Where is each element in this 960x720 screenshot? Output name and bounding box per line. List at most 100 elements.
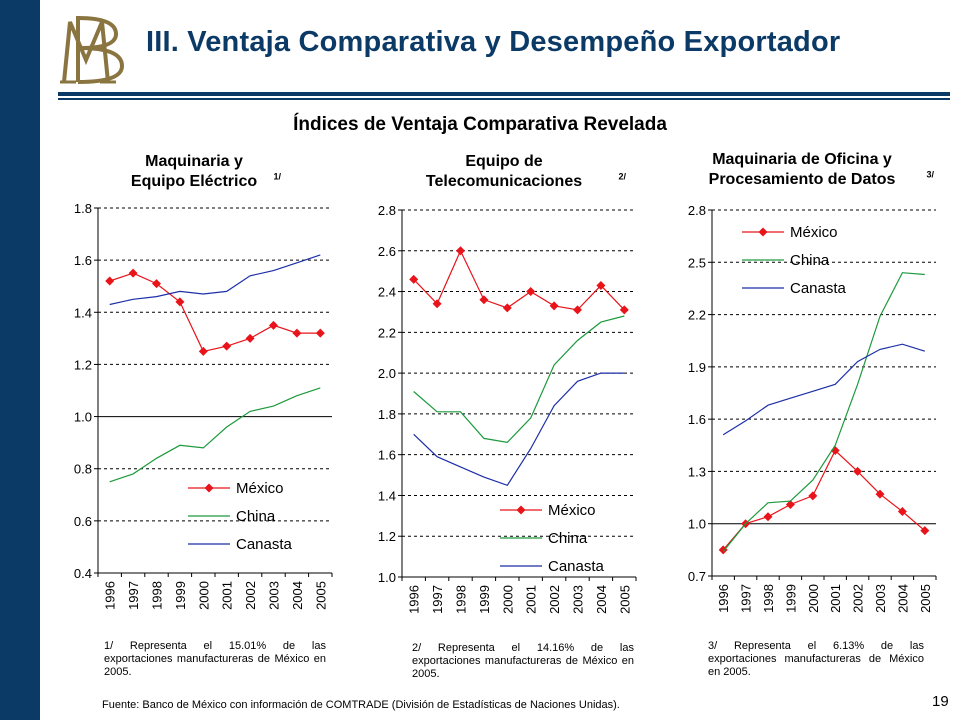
data-point-mexico	[432, 299, 442, 309]
data-point-mexico	[619, 305, 629, 315]
page-number: 19	[932, 693, 949, 710]
x-tick-label: 2002	[243, 581, 258, 610]
x-tick-label: 2005	[617, 585, 632, 614]
legend-label: México	[548, 502, 596, 519]
chart-3-footnote: 3/ Representa el 6.13% de las exportacio…	[708, 640, 924, 678]
x-tick-label: 2001	[220, 581, 235, 610]
x-tick-label: 2004	[290, 581, 305, 610]
data-point-mexico	[763, 512, 773, 522]
data-point-mexico	[573, 305, 582, 315]
legend-marker	[204, 483, 214, 493]
y-tick-label: 0.6	[74, 514, 92, 529]
y-tick-label: 2.6	[378, 244, 396, 259]
data-point-mexico	[875, 489, 885, 499]
series-line-china	[413, 315, 625, 444]
y-tick-label: 2.0	[378, 366, 396, 381]
x-tick-label: 2000	[500, 585, 515, 614]
x-tick-label: 2000	[806, 584, 821, 613]
y-tick-label: 1.0	[688, 517, 706, 532]
y-tick-label: 2.5	[688, 255, 706, 270]
legend-marker	[758, 227, 768, 237]
data-point-mexico	[315, 328, 325, 338]
chart-1-title-note: 1/	[273, 171, 281, 182]
banxico-logo	[60, 16, 125, 84]
x-tick-label: 2000	[196, 581, 211, 610]
y-tick-label: 1.0	[378, 570, 396, 585]
data-point-mexico	[409, 274, 419, 284]
data-point-mexico	[596, 280, 606, 290]
y-tick-label: 1.8	[74, 201, 92, 216]
series-line-mexico	[413, 249, 625, 311]
chart-1: 1.8 1.6 1.4 1.2 1.0 0.8 0.6 0.4 1996 1997 1998 1999…	[74, 201, 333, 610]
x-tick-label: 2003	[267, 581, 282, 610]
y-tick-label: 1.3	[688, 464, 706, 479]
x-tick-label: 2004	[895, 584, 910, 613]
x-tick-label: 1997	[739, 584, 754, 613]
series-line-china	[722, 272, 925, 552]
x-tick-label: 2001	[828, 584, 843, 613]
y-tick-label: 0.7	[688, 569, 706, 584]
series-line-canasta	[109, 254, 321, 306]
data-point-mexico	[175, 297, 185, 307]
chart-3-title-note: 3/	[926, 169, 934, 180]
series-line-china	[109, 387, 321, 483]
x-tick-label: 2002	[851, 584, 866, 613]
legend-marker	[516, 505, 526, 515]
chart-2-title-text: Equipo de Telecomunicaciones	[425, 153, 583, 190]
legend-label: China	[548, 530, 588, 547]
x-tick-label: 1997	[126, 581, 141, 610]
page-title: III. Ventaja Comparativa y Desempeño Exp…	[146, 26, 841, 58]
y-tick-label: 1.6	[688, 412, 706, 427]
y-tick-label: 2.8	[378, 203, 396, 218]
source-note: Fuente: Banco de México con información …	[102, 699, 620, 711]
data-point-mexico	[526, 287, 536, 297]
y-tick-label: 0.8	[74, 462, 92, 477]
y-tick-label: 1.6	[74, 253, 92, 268]
legend-label: Canasta	[790, 280, 847, 297]
y-tick-label: 1.2	[378, 529, 396, 544]
x-tick-label: 1999	[173, 581, 188, 610]
data-point-mexico	[128, 268, 138, 278]
data-point-mexico	[198, 346, 208, 356]
data-point-mexico	[897, 507, 907, 517]
x-tick-label: 2005	[918, 584, 933, 613]
x-tick-label: 2001	[524, 585, 539, 614]
data-point-mexico	[222, 341, 232, 351]
chart-3: 2.8 2.5 2.2 1.9 1.6 1.3 1.0 0.7 1996 1997 1998 1999…	[688, 203, 937, 613]
chart-1-title: Maquinaria y Equipo Eléctrico 1/	[70, 152, 330, 192]
chart-1-footnote: 1/ Representa el 15.01% de las exportaci…	[104, 640, 326, 678]
chart-3-title-text: Maquinaria de Oficina y Procesamiento de…	[708, 151, 896, 188]
data-point-mexico	[549, 301, 559, 311]
x-tick-label: 2002	[547, 585, 562, 614]
y-tick-label: 1.9	[688, 360, 706, 375]
x-tick-label: 1997	[430, 585, 445, 614]
series-line-mexico	[722, 449, 926, 551]
legend-label: China	[790, 252, 830, 269]
data-point-mexico	[456, 246, 465, 256]
chart-group-subtitle: Índices de Ventaja Comparativa Revelada	[293, 114, 667, 135]
y-tick-label: 2.4	[378, 285, 396, 300]
y-tick-label: 2.8	[688, 203, 706, 218]
x-tick-label: 1996	[103, 581, 118, 610]
legend-label: México	[790, 224, 838, 241]
y-tick-label: 0.4	[74, 566, 92, 581]
chart-2-title-note: 2/	[618, 171, 626, 182]
y-tick-label: 1.4	[74, 305, 92, 320]
x-tick-label: 1999	[477, 585, 492, 614]
data-point-mexico	[105, 276, 115, 286]
data-point-mexico	[785, 500, 795, 510]
legend-label: China	[236, 508, 276, 525]
data-point-mexico	[920, 526, 930, 536]
data-point-mexico	[292, 328, 302, 338]
x-tick-label: 2003	[571, 585, 586, 614]
chart-2-footnote: 2/ Representa el 14.16% de las exportaci…	[412, 642, 634, 680]
x-tick-label: 2004	[594, 585, 609, 614]
x-tick-label: 1998	[150, 581, 165, 610]
data-point-mexico	[853, 466, 863, 476]
y-tick-label: 2.2	[688, 308, 706, 323]
x-tick-label: 1998	[454, 585, 469, 614]
y-tick-label: 1.0	[74, 410, 92, 425]
x-tick-label: 2005	[313, 581, 328, 610]
y-tick-label: 1.2	[74, 357, 92, 372]
